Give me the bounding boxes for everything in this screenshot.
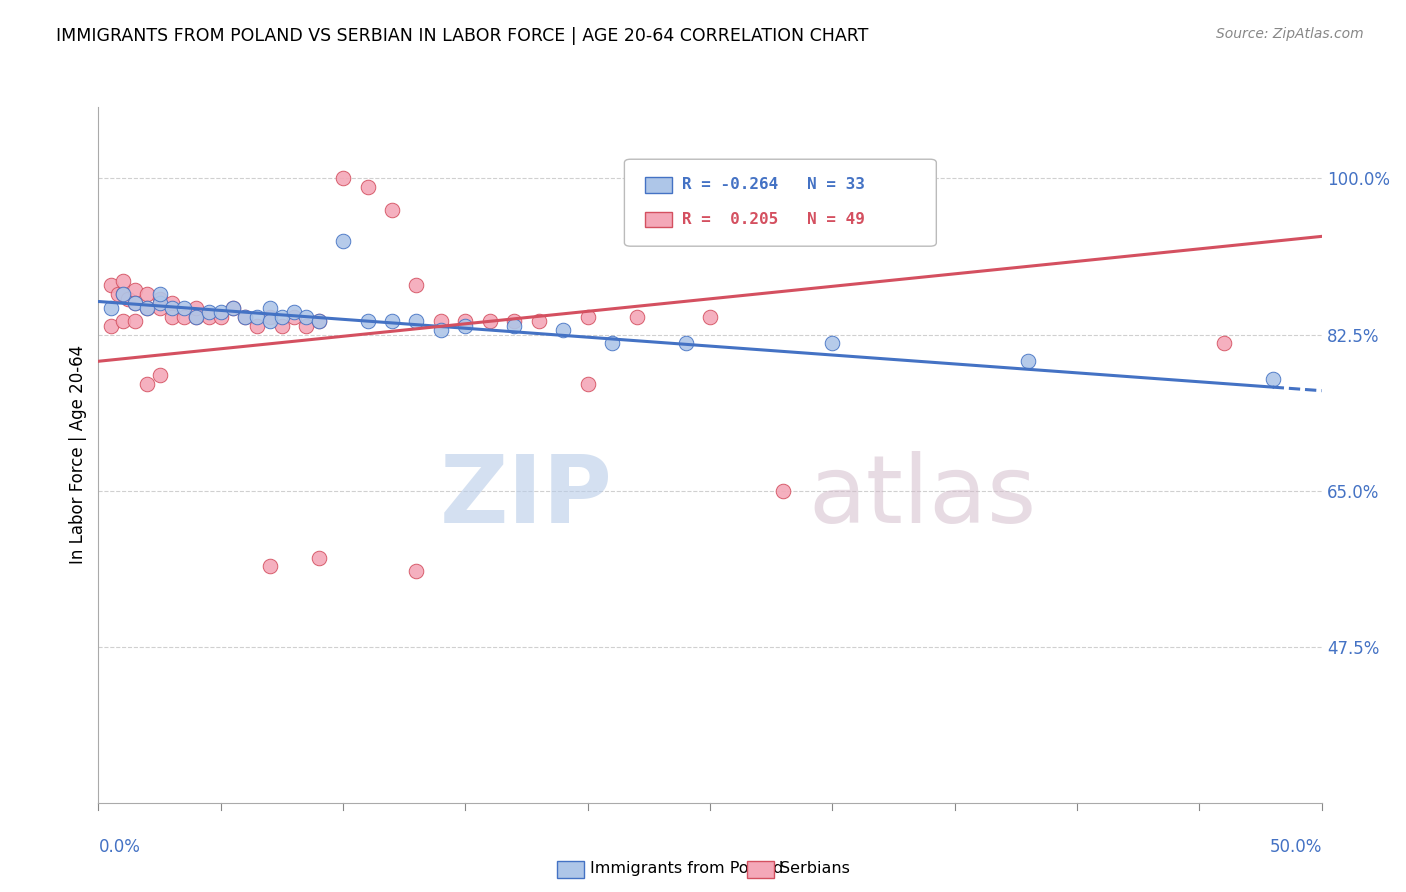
Point bbox=[124, 296, 146, 310]
Text: R =  0.205   N = 49: R = 0.205 N = 49 bbox=[682, 212, 865, 227]
Y-axis label: In Labor Force | Age 20-64: In Labor Force | Age 20-64 bbox=[69, 345, 87, 565]
Point bbox=[503, 314, 526, 328]
Point bbox=[259, 314, 281, 328]
Point bbox=[381, 314, 404, 328]
Point bbox=[100, 278, 122, 293]
Text: IMMIGRANTS FROM POLAND VS SERBIAN IN LABOR FORCE | AGE 20-64 CORRELATION CHART: IMMIGRANTS FROM POLAND VS SERBIAN IN LAB… bbox=[56, 27, 869, 45]
Point bbox=[160, 301, 183, 315]
Point bbox=[405, 314, 427, 328]
Point bbox=[160, 296, 183, 310]
Point bbox=[553, 323, 575, 337]
Point bbox=[270, 318, 294, 333]
Point bbox=[259, 301, 281, 315]
Text: 50.0%: 50.0% bbox=[1270, 838, 1322, 856]
Point bbox=[117, 292, 139, 306]
Point bbox=[149, 368, 172, 382]
Point bbox=[772, 483, 794, 498]
Point bbox=[136, 301, 159, 315]
Point bbox=[197, 310, 219, 324]
Point bbox=[233, 310, 256, 324]
Bar bbox=[747, 861, 773, 878]
Text: Immigrants from Poland: Immigrants from Poland bbox=[591, 862, 783, 877]
Text: Source: ZipAtlas.com: Source: ZipAtlas.com bbox=[1216, 27, 1364, 41]
Point bbox=[259, 310, 281, 324]
Point bbox=[149, 301, 172, 315]
Bar bbox=[645, 212, 672, 227]
Point bbox=[136, 301, 159, 315]
Point bbox=[197, 305, 219, 319]
Point bbox=[100, 301, 122, 315]
Point bbox=[405, 278, 427, 293]
Point bbox=[381, 202, 404, 217]
Text: Serbians: Serbians bbox=[780, 862, 849, 877]
Point bbox=[233, 310, 256, 324]
Point bbox=[356, 180, 378, 194]
Point bbox=[124, 314, 146, 328]
Point bbox=[699, 310, 721, 324]
Point bbox=[222, 301, 245, 315]
Point bbox=[111, 287, 134, 301]
Point bbox=[209, 310, 232, 324]
Point bbox=[405, 564, 427, 578]
Point bbox=[308, 314, 330, 328]
Point bbox=[478, 314, 501, 328]
Point bbox=[576, 376, 599, 391]
Point bbox=[430, 314, 453, 328]
Point bbox=[283, 305, 305, 319]
Text: atlas: atlas bbox=[808, 450, 1036, 542]
Point bbox=[576, 310, 599, 324]
Point bbox=[160, 310, 183, 324]
Point bbox=[527, 314, 550, 328]
Point bbox=[246, 318, 269, 333]
Point bbox=[295, 310, 318, 324]
Point bbox=[173, 310, 195, 324]
Point bbox=[136, 376, 159, 391]
Text: 0.0%: 0.0% bbox=[98, 838, 141, 856]
Point bbox=[124, 296, 146, 310]
Point bbox=[209, 305, 232, 319]
Point bbox=[124, 283, 146, 297]
Text: ZIP: ZIP bbox=[439, 450, 612, 542]
Point bbox=[1261, 372, 1284, 386]
Point bbox=[270, 310, 294, 324]
Point bbox=[295, 318, 318, 333]
Point bbox=[111, 314, 134, 328]
Point bbox=[308, 314, 330, 328]
Point bbox=[454, 318, 477, 333]
Point bbox=[186, 301, 208, 315]
Point bbox=[626, 310, 648, 324]
Point bbox=[503, 318, 526, 333]
Point bbox=[111, 287, 134, 301]
Point bbox=[173, 301, 195, 315]
Point bbox=[308, 550, 330, 565]
Point bbox=[100, 318, 122, 333]
Point bbox=[600, 336, 623, 351]
Point bbox=[149, 296, 172, 310]
Point bbox=[259, 559, 281, 574]
Point bbox=[186, 310, 208, 324]
Point bbox=[222, 301, 245, 315]
Point bbox=[675, 336, 697, 351]
Point bbox=[332, 171, 354, 186]
Point bbox=[186, 310, 208, 324]
Point bbox=[454, 314, 477, 328]
Point bbox=[332, 234, 354, 248]
Bar bbox=[645, 178, 672, 193]
Point bbox=[430, 323, 453, 337]
Point bbox=[149, 292, 172, 306]
Point bbox=[149, 287, 172, 301]
Text: R = -0.264   N = 33: R = -0.264 N = 33 bbox=[682, 178, 865, 193]
Point bbox=[111, 274, 134, 288]
Point bbox=[1212, 336, 1234, 351]
Bar bbox=[557, 861, 583, 878]
Point bbox=[107, 287, 129, 301]
Point bbox=[283, 310, 305, 324]
Point bbox=[246, 310, 269, 324]
Point bbox=[1017, 354, 1039, 368]
Point bbox=[821, 336, 844, 351]
Point bbox=[356, 314, 378, 328]
FancyBboxPatch shape bbox=[624, 159, 936, 246]
Point bbox=[136, 287, 159, 301]
